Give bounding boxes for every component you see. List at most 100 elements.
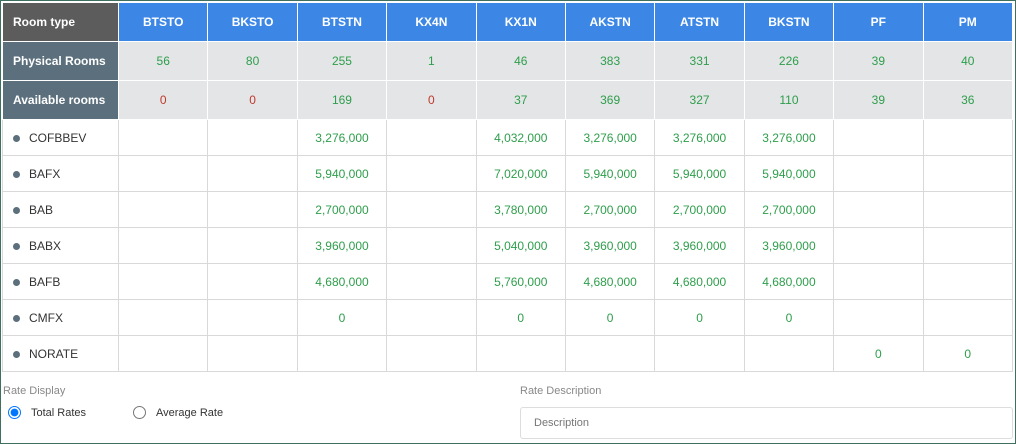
header-cell: KX1N bbox=[475, 2, 566, 42]
rate-cell: 5,760,000 bbox=[475, 263, 566, 300]
rate-cell: 3,960,000 bbox=[743, 227, 835, 264]
empty-cell bbox=[117, 191, 209, 228]
radio[interactable] bbox=[133, 406, 146, 419]
rate-label-cell: BABX bbox=[2, 227, 119, 264]
rate-label: BABX bbox=[29, 238, 62, 253]
bullet bbox=[13, 350, 20, 358]
header-cell: KX4N bbox=[386, 2, 477, 42]
rate-cell: 5,040,000 bbox=[475, 227, 566, 264]
radio[interactable] bbox=[8, 406, 21, 419]
empty-cell bbox=[207, 299, 298, 336]
radio-option[interactable]: Average Rate bbox=[133, 406, 223, 419]
empty-cell bbox=[207, 119, 298, 156]
rate-label: CMFX bbox=[29, 310, 63, 325]
rate-cell: 4,680,000 bbox=[654, 263, 745, 300]
rate-cell: 3,960,000 bbox=[564, 227, 656, 264]
stat-cell: 169 bbox=[296, 80, 388, 120]
rate-row: BAB 2,700,000 3,780,000 2,700,000 2,700,000 2… bbox=[2, 191, 1014, 228]
empty-cell bbox=[386, 335, 477, 372]
stat-cell: 0 bbox=[117, 80, 209, 120]
empty-cell bbox=[117, 227, 209, 264]
rate-cell: 7,020,000 bbox=[475, 155, 566, 192]
stat-cell: 0 bbox=[386, 80, 477, 120]
empty-cell bbox=[207, 227, 298, 264]
rate-cell: 5,940,000 bbox=[743, 155, 835, 192]
rate-cell: 0 bbox=[743, 299, 835, 336]
header-cell: PM bbox=[922, 2, 1014, 42]
stat-cell: 383 bbox=[564, 41, 656, 81]
empty-cell bbox=[207, 335, 298, 372]
stat-cell: 36 bbox=[922, 80, 1014, 120]
stat-row: Available rooms 0 0 169 0 37 369 327 110 39 36 bbox=[2, 80, 1014, 120]
rate-cell: 3,276,000 bbox=[654, 119, 745, 156]
radio-option[interactable]: Total Rates bbox=[8, 406, 86, 419]
empty-cell bbox=[207, 263, 298, 300]
rate-row: BAFB 4,680,000 5,760,000 4,680,000 4,680,000… bbox=[2, 263, 1014, 300]
stat-cell: 327 bbox=[654, 80, 745, 120]
rate-cell: 4,032,000 bbox=[475, 119, 566, 156]
rate-cell: 2,700,000 bbox=[564, 191, 656, 228]
header-cell: BTSTN bbox=[296, 2, 388, 42]
rate-cell: 0 bbox=[833, 335, 924, 372]
rate-label-cell: BAB bbox=[2, 191, 119, 228]
room-rate-table: Room type BTSTO BKSTO BTSTN KX4N KX1N AKSTN ATS… bbox=[2, 2, 1014, 372]
empty-cell bbox=[922, 263, 1014, 300]
rate-label: BAB bbox=[29, 202, 54, 217]
empty-cell bbox=[922, 155, 1014, 192]
rate-cell: 3,276,000 bbox=[743, 119, 835, 156]
stat-cell: 226 bbox=[743, 41, 835, 81]
stat-cell: 331 bbox=[654, 41, 745, 81]
rate-cell: 3,960,000 bbox=[296, 227, 388, 264]
header-corner: Room type bbox=[2, 2, 119, 42]
stat-cell: 369 bbox=[564, 80, 656, 120]
stat-cell: 37 bbox=[475, 80, 566, 120]
rate-row: COFBBEV 3,276,000 4,032,000 3,276,000 3,276,… bbox=[2, 119, 1014, 156]
empty-cell bbox=[833, 263, 924, 300]
stat-cell: 39 bbox=[833, 80, 924, 120]
rate-cell: 0 bbox=[296, 299, 388, 336]
rate-row: CMFX 0 0 0 0 0 bbox=[2, 299, 1014, 336]
rate-cell: 0 bbox=[564, 299, 656, 336]
header-cell: ATSTN bbox=[654, 2, 745, 42]
empty-cell bbox=[833, 155, 924, 192]
empty-cell bbox=[386, 299, 477, 336]
rate-cell: 5,940,000 bbox=[296, 155, 388, 192]
rate-label: BAFX bbox=[29, 166, 61, 181]
empty-cell bbox=[922, 119, 1014, 156]
empty-cell bbox=[386, 119, 477, 156]
empty-cell bbox=[743, 335, 835, 372]
rate-cell: 0 bbox=[654, 299, 745, 336]
header-cell: BTSTO bbox=[117, 2, 209, 42]
rate-label-cell: NORATE bbox=[2, 335, 119, 372]
header-cell: BKSTO bbox=[207, 2, 298, 42]
rate-cell: 2,700,000 bbox=[654, 191, 745, 228]
stat-cell: 1 bbox=[386, 41, 477, 81]
rate-cell: 4,680,000 bbox=[743, 263, 835, 300]
empty-cell bbox=[207, 191, 298, 228]
rate-row: BABX 3,960,000 5,040,000 3,960,000 3,960,000… bbox=[2, 227, 1014, 264]
empty-cell bbox=[386, 155, 477, 192]
bullet bbox=[13, 134, 20, 142]
row-label: Available rooms bbox=[2, 80, 119, 120]
stat-cell: 110 bbox=[743, 80, 835, 120]
stat-cell: 0 bbox=[207, 80, 298, 120]
rate-description-label: Rate Description bbox=[520, 385, 602, 397]
stat-cell: 46 bbox=[475, 41, 566, 81]
bullet bbox=[13, 314, 20, 322]
bullet bbox=[13, 278, 20, 286]
stat-cell: 39 bbox=[833, 41, 924, 81]
empty-cell bbox=[564, 335, 656, 372]
rate-description-input[interactable] bbox=[520, 407, 1013, 439]
bullet bbox=[13, 242, 20, 250]
rate-label-cell: CMFX bbox=[2, 299, 119, 336]
empty-cell bbox=[833, 191, 924, 228]
row-label: Physical Rooms bbox=[2, 41, 119, 81]
rate-cell: 4,680,000 bbox=[296, 263, 388, 300]
stat-cell: 255 bbox=[296, 41, 388, 81]
header-cell: BKSTN bbox=[743, 2, 835, 42]
rate-label: BAFB bbox=[29, 274, 61, 289]
header-row: Room type BTSTO BKSTO BTSTN KX4N KX1N AKSTN ATS… bbox=[2, 2, 1014, 42]
rate-row: NORATE 0 0 bbox=[2, 335, 1014, 372]
rate-label-cell: BAFB bbox=[2, 263, 119, 300]
